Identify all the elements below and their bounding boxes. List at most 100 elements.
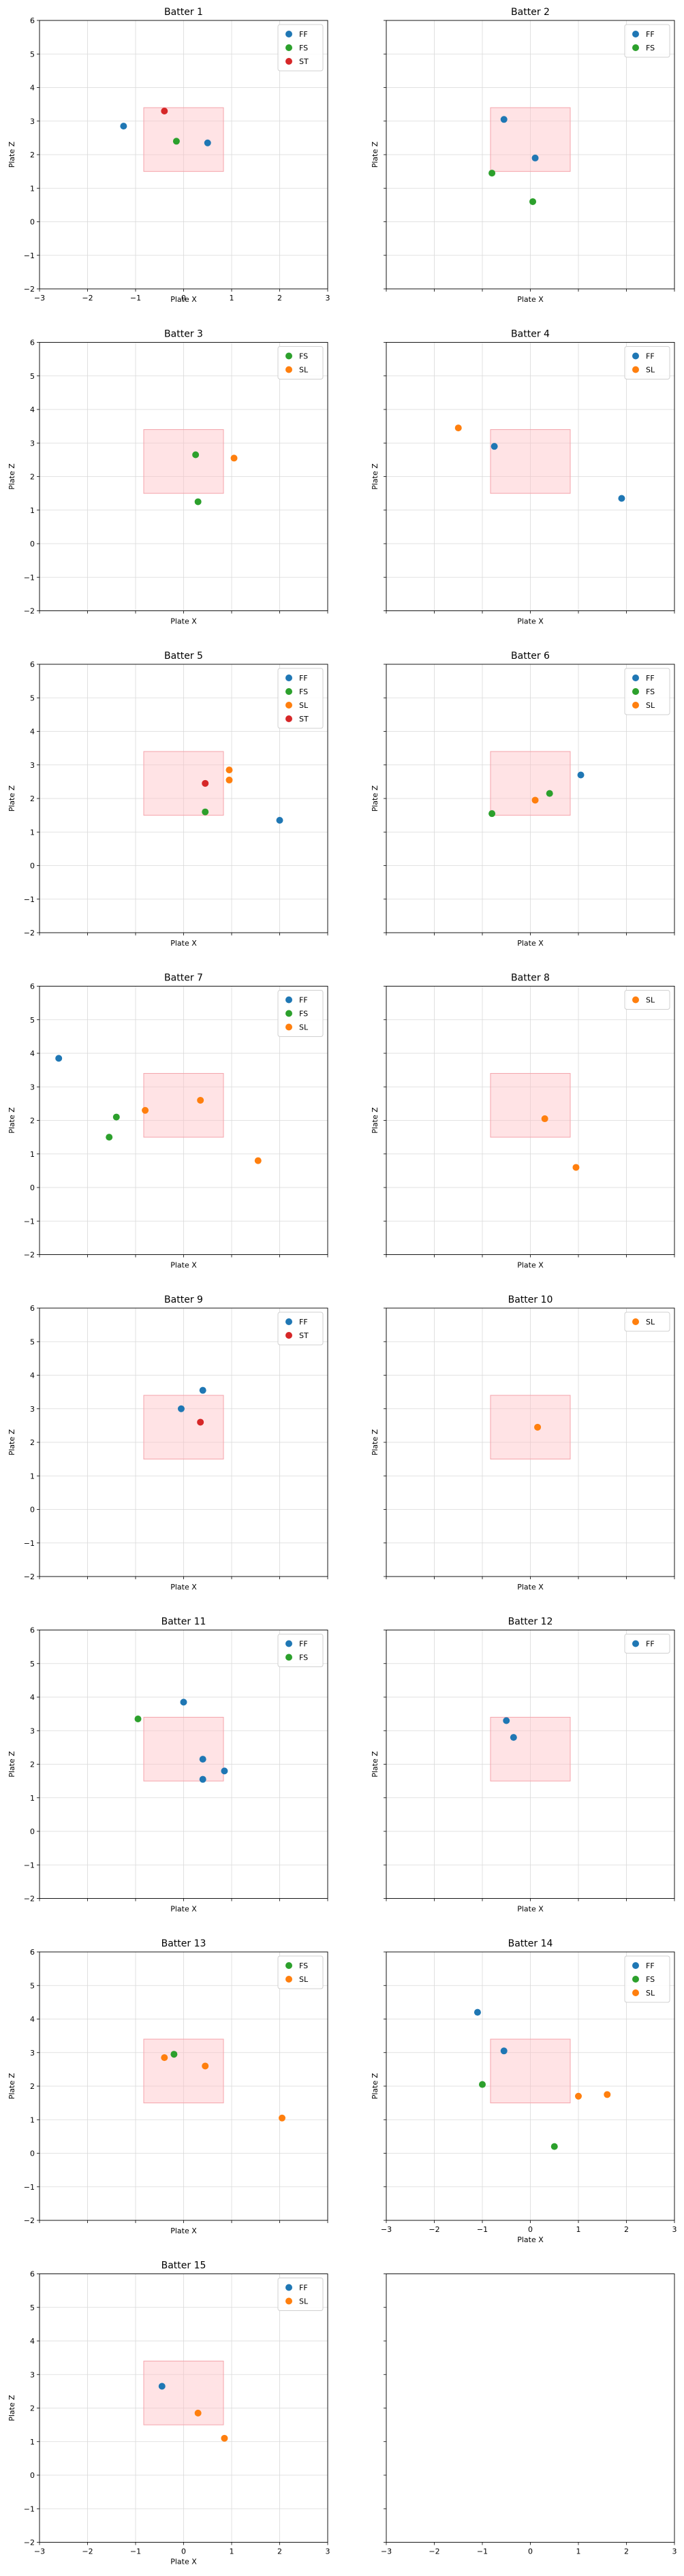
- y-tick-label: 2: [30, 1117, 35, 1126]
- data-point-ff: [221, 1767, 228, 1775]
- data-point-ff: [577, 771, 585, 779]
- chart-title: Batter 14: [508, 1938, 553, 1949]
- legend: FF FS SL: [277, 990, 324, 1037]
- y-tick-label: 3: [30, 2049, 35, 2058]
- subplot-batter-10: Batter 10 Plate X Plate Z SL: [371, 1294, 675, 1592]
- legend: FF FS: [624, 24, 670, 58]
- chart-title: Batter 6: [511, 651, 550, 662]
- data-point-sl: [226, 766, 233, 774]
- y-axis-label: Plate Z: [371, 1429, 379, 1455]
- legend-label: FF: [299, 1640, 308, 1649]
- chart-title: Batter 5: [164, 651, 203, 662]
- y-axis-label: Plate Z: [7, 2073, 16, 2099]
- subplot-batter-12: Batter 12 Plate X Plate Z FF: [371, 1617, 675, 1914]
- legend-label: FS: [646, 687, 655, 696]
- legend-label: SL: [299, 1023, 309, 1032]
- legend-label: FS: [646, 44, 655, 52]
- y-tick-label: −1: [24, 251, 35, 260]
- legend: SL: [624, 1312, 670, 1332]
- y-axis-label: Plate Z: [7, 141, 16, 168]
- y-tick-label: −1: [24, 2504, 35, 2513]
- data-point-fs: [488, 170, 496, 177]
- legend-label: SL: [646, 1318, 655, 1326]
- legend-label: FF: [646, 674, 655, 683]
- y-tick-label: −2: [24, 1251, 35, 1260]
- legend-marker-ff: [285, 2284, 292, 2291]
- x-tick-label: −2: [429, 2547, 439, 2556]
- legend-label: SL: [646, 701, 655, 710]
- x-tick-label: 3: [326, 2547, 330, 2556]
- y-axis-label: Plate Z: [371, 463, 379, 490]
- y-tick-label: 3: [30, 117, 35, 126]
- legend-marker-sl: [285, 1976, 292, 1983]
- x-axis-label: Plate X: [170, 2558, 197, 2566]
- subplot-empty: −3 −2 −1 0 1 2 3: [381, 2274, 677, 2556]
- data-point-fs: [192, 451, 200, 459]
- y-axis-label: Plate Z: [7, 785, 16, 811]
- legend-label: FS: [646, 1975, 655, 1984]
- strike-zone: [490, 1395, 571, 1460]
- data-point-sl: [197, 1096, 204, 1104]
- y-tick-label: 4: [30, 1049, 35, 1058]
- x-tick-label: −2: [82, 2547, 93, 2556]
- data-point-fs: [202, 808, 209, 816]
- y-tick-label: 0: [30, 218, 35, 227]
- y-tick-label: 6: [30, 16, 35, 25]
- legend: FF FS: [277, 1634, 324, 1667]
- legend-marker-sl: [285, 702, 292, 709]
- legend-label: FF: [646, 1961, 655, 1970]
- legend: SL: [624, 990, 670, 1010]
- legend-marker-fs: [632, 688, 639, 695]
- data-point-sl: [230, 454, 238, 462]
- y-tick-label: 5: [30, 1981, 35, 1990]
- legend-marker-sl: [285, 366, 292, 373]
- y-tick-label: 4: [30, 84, 35, 93]
- chart-title: Batter 11: [161, 1617, 206, 1628]
- x-axis-label: Plate X: [170, 1261, 197, 1270]
- legend-marker-sl: [632, 1989, 639, 1996]
- data-point-fs: [106, 1134, 113, 1141]
- data-point-fs: [488, 810, 496, 818]
- y-axis-label: Plate Z: [7, 463, 16, 490]
- data-point-sl: [161, 2054, 168, 2062]
- legend-label: FS: [299, 1654, 308, 1662]
- legend-label: FS: [299, 1010, 308, 1019]
- y-axis-label: Plate Z: [371, 785, 379, 811]
- axes-frame: [386, 2274, 675, 2543]
- data-point-sl: [279, 2114, 286, 2122]
- legend-marker-st: [285, 58, 292, 65]
- x-axis-label: Plate X: [170, 617, 197, 626]
- data-point-sl: [604, 2091, 611, 2098]
- y-tick-label: 0: [30, 540, 35, 548]
- legend-marker-ff: [285, 31, 292, 37]
- y-tick-label: 3: [30, 1083, 35, 1091]
- y-tick-label: −1: [24, 2183, 35, 2192]
- legend-label: FS: [299, 687, 308, 696]
- legend-label: ST: [299, 715, 309, 724]
- y-axis-label: Plate Z: [7, 1107, 16, 1134]
- legend-label: FS: [299, 352, 308, 361]
- strike-zone: [490, 1073, 571, 1138]
- chart-title: Batter 15: [161, 2261, 206, 2271]
- y-tick-label: 2: [30, 1760, 35, 1769]
- data-point-sl: [221, 2434, 228, 2442]
- data-point-ff: [199, 1775, 206, 1783]
- legend-marker-fs: [285, 44, 292, 51]
- x-axis-label: Plate X: [517, 2235, 544, 2244]
- x-tick-label: 2: [624, 2225, 629, 2234]
- x-tick-label: 3: [672, 2225, 677, 2234]
- subplot-batter-3: −2 −1 0 1 2 3 4 5 6 Batter 3 Plate X Plate Z FS SL: [7, 329, 328, 626]
- y-tick-label: 0: [30, 1827, 35, 1836]
- x-tick-label: −3: [34, 294, 45, 302]
- strike-zone: [143, 1073, 224, 1138]
- x-tick-label: −1: [130, 2547, 141, 2556]
- chart-title: Batter 1: [164, 7, 203, 18]
- data-point-sl: [531, 796, 539, 804]
- y-tick-label: 3: [30, 761, 35, 770]
- x-tick-label: 0: [181, 2547, 186, 2556]
- legend: FF FS SL: [624, 1955, 670, 2003]
- y-tick-label: 2: [30, 473, 35, 482]
- y-tick-label: 0: [30, 2471, 35, 2480]
- y-tick-label: 3: [30, 1726, 35, 1735]
- legend-marker-ff: [632, 1640, 639, 1647]
